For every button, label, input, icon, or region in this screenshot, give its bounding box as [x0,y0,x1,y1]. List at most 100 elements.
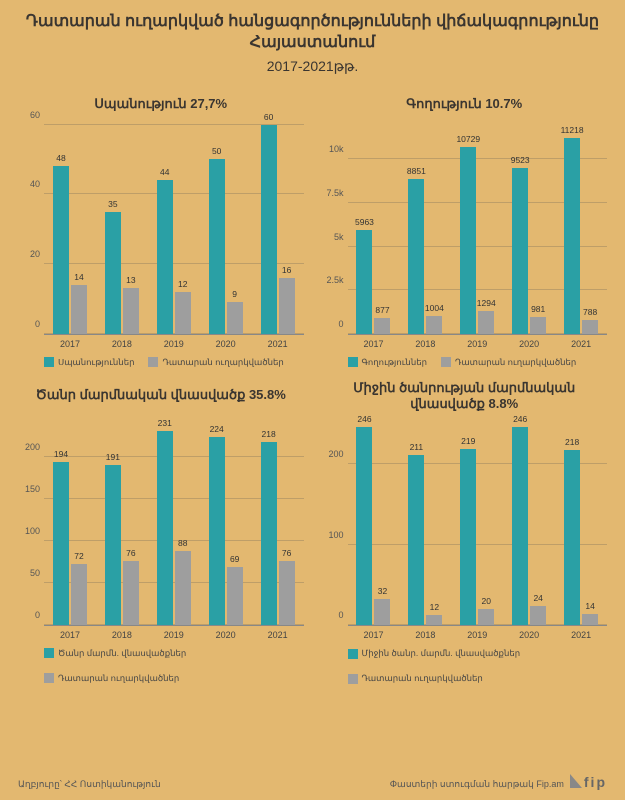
bar-group: 11218788 [555,125,607,334]
bar-chart: 0501001502001947219176231882246921876 [44,416,304,626]
bar-value-label: 76 [126,548,135,558]
bar-group: 9523981 [503,125,555,334]
bar: 9 [227,302,243,333]
legend-swatch [441,357,451,367]
x-axis: 20172018201920202021 [44,626,304,640]
bar-value-label: 8851 [407,166,426,176]
legend-item: Դատարան ուղարկվածներ [348,673,483,684]
bar: 76 [123,561,139,625]
bar-group: 19472 [44,416,96,625]
legend-item: Գողություններ [348,357,427,368]
bar-groups: 4814351344125096016 [44,125,304,334]
bar-group: 4412 [148,125,200,334]
x-tick-label: 2020 [200,626,252,640]
legend-item: Դատարան ուղարկվածներ [148,357,283,368]
bar-group: 24624 [503,416,555,625]
bar-group: 21920 [451,416,503,625]
x-axis: 20172018201920202021 [348,626,608,640]
bar-group: 19176 [96,416,148,625]
bar: 191 [105,465,121,625]
y-tick-label: 5k [318,232,344,242]
bar-group: 6016 [252,125,304,334]
bar-value-label: 13 [126,275,135,285]
legend-swatch [148,357,158,367]
x-tick-label: 2018 [96,335,148,349]
y-tick-label: 0 [318,319,344,329]
x-tick-label: 2019 [451,335,503,349]
legend: Գողություններ Դատարան ուղարկվածներ [348,357,612,368]
x-tick-label: 2020 [200,335,252,349]
bar: 246 [356,427,372,625]
x-axis: 20172018201920202021 [348,335,608,349]
chart-panel: Միջին ծանրության մարմնական վնասվածք 8.8%… [318,380,612,685]
legend-swatch [348,649,358,659]
legend-label: Սպանություններ [58,357,134,368]
bar: 12 [175,292,191,334]
legend-item: Միջին ծանր. մարմն. վնասվածքներ [348,648,521,659]
bar-group: 246 32 [348,416,400,625]
y-tick-label: 100 [318,530,344,540]
bar-value-label: 60 [264,112,273,122]
y-tick-label: 200 [318,449,344,459]
x-tick-label: 2021 [555,626,607,640]
bar-group: 509 [200,125,252,334]
bar: 16 [279,278,295,334]
bar-value-label: 231 [158,418,172,428]
triangle-icon [570,774,582,788]
bar-value-label: 12 [178,279,187,289]
y-tick-label: 2.5k [318,275,344,285]
main-title: Դատարան ուղարկված հանցագործությունների վ… [20,12,605,54]
x-tick-label: 2021 [555,335,607,349]
bar: 219 [460,449,476,625]
bar: 20 [478,609,494,625]
legend-item: Սպանություններ [44,357,134,368]
bar-group: 107291294 [451,125,503,334]
bar: 218 [564,450,580,625]
source-text: Աղբյուրը՝ ՀՀ Ոստիկանություն [18,779,161,790]
bar: 877 [374,318,390,333]
bar: 8851 [408,179,424,333]
bar: 1294 [478,311,494,334]
y-tick-label: 0 [318,610,344,620]
legend-label: Դատարան ուղարկվածներ [455,357,576,368]
legend-label: Ծանր մարմն. վնասվածքներ [58,648,186,659]
legend-item: Դատարան ուղարկվածներ [44,673,179,684]
legend-swatch [348,357,358,367]
credit-text: Փաստերի ստուգման հարթակ Fip.am [390,779,564,790]
bar: 9523 [512,168,528,334]
bar-groups: 2463221112219202462421814 [348,416,608,625]
bar: 60 [261,125,277,334]
bar-value-label: 10729 [456,134,480,144]
x-tick-label: 2018 [399,335,451,349]
x-tick-label: 2017 [44,335,96,349]
bar: 13 [123,288,139,333]
footer: Աղբյուրը՝ ՀՀ Ոստիկանություն Փաստերի ստու… [18,774,607,790]
x-tick-label: 2017 [44,626,96,640]
bar-value-label: 11218 [561,125,584,135]
bar-chart: 02.5k5k7.5k10k59638778851100410729129495… [348,125,608,335]
bar-value-label: 219 [461,436,475,446]
bar-group: 21112 [399,416,451,625]
bar-value-label: 24 [533,593,542,603]
bar-value-label: 246 [357,414,371,424]
bar-value-label: 16 [282,265,291,275]
bar-group: 23188 [148,416,200,625]
subtitle: 2017-2021թթ. [20,58,605,75]
y-tick-label: 0 [14,610,40,620]
bar-value-label: 9523 [511,155,530,165]
bar: 5963 [356,230,372,334]
bar: 48 [53,166,69,333]
bar-value-label: 14 [585,601,594,611]
bar: 14 [582,614,598,625]
bar-value-label: 211 [410,442,424,452]
bar-value-label: 1004 [425,303,444,313]
bar-value-label: 32 [378,586,387,596]
legend-label: Դատարան ուղարկվածներ [362,673,483,684]
fip-logo: fip [570,774,607,790]
x-tick-label: 2018 [96,626,148,640]
bar-chart: 02040604814351344125096016 [44,125,304,335]
bar: 10729 [460,147,476,334]
x-tick-label: 2019 [148,335,200,349]
y-tick-label: 150 [14,484,40,494]
bar-group: 21814 [555,416,607,625]
